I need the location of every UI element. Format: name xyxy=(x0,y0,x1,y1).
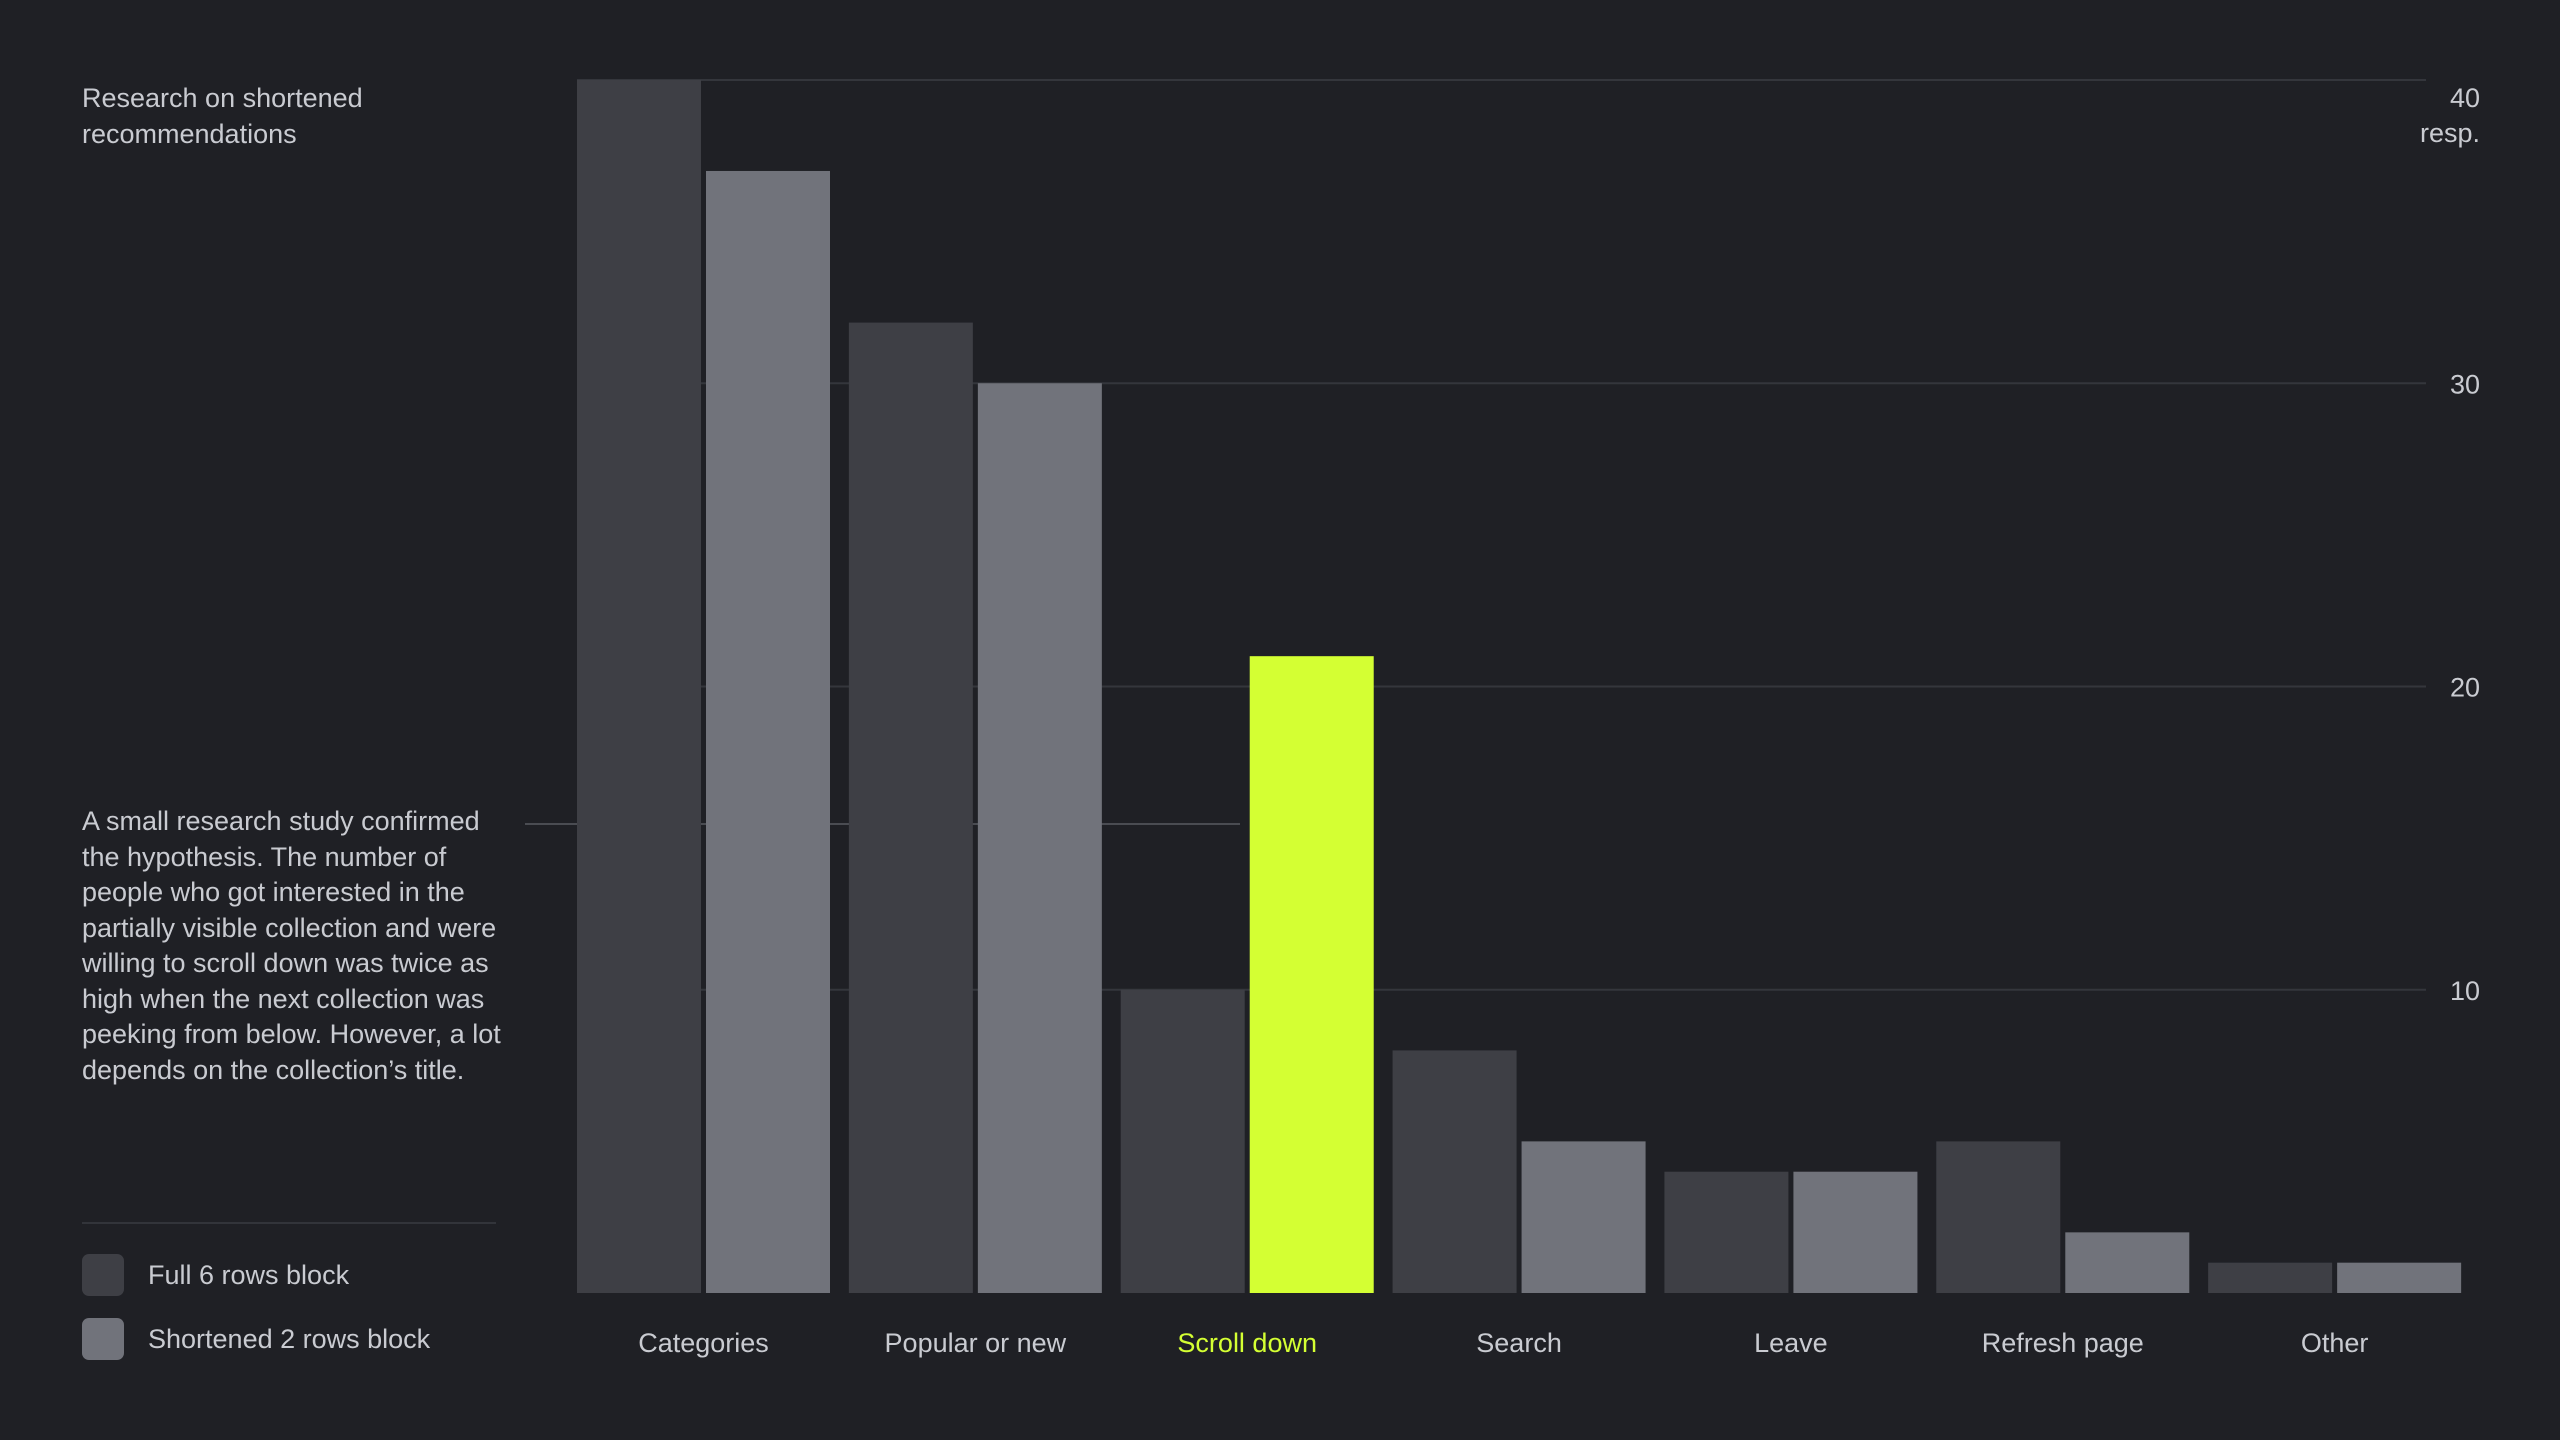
legend-label-full: Full 6 rows block xyxy=(148,1259,350,1290)
bar-shortened-search xyxy=(1521,1141,1646,1293)
x-tick-label-leave: Leave xyxy=(1754,1328,1828,1358)
y-tick-label-40: 40 xyxy=(2450,83,2480,113)
legend: Full 6 rows block Shortened 2 rows block xyxy=(82,1254,430,1382)
y-axis-label: resp. xyxy=(2420,118,2480,148)
y-tick-label-30: 30 xyxy=(2450,369,2480,399)
bar-shortened-popular-or-new xyxy=(977,383,1102,1293)
x-tick-label-refresh-page: Refresh page xyxy=(1982,1328,2144,1358)
x-tick-label-search: Search xyxy=(1476,1328,1562,1358)
x-tick-label-scroll-down: Scroll down xyxy=(1177,1328,1317,1358)
bar-shortened-leave xyxy=(1793,1171,1918,1293)
legend-swatch-shortened xyxy=(82,1318,124,1360)
bar-full-refresh-page xyxy=(1936,1141,2061,1293)
bar-full-scroll-down xyxy=(1120,989,1245,1293)
legend-swatch-full xyxy=(82,1254,124,1296)
legend-item-full: Full 6 rows block xyxy=(82,1254,430,1296)
x-tick-label-popular-or-new: Popular or new xyxy=(885,1328,1067,1358)
bar-full-leave xyxy=(1664,1171,1789,1293)
chart-title: Research on shortened recommendations xyxy=(82,83,363,149)
y-tick-label-20: 20 xyxy=(2450,673,2480,703)
x-tick-label-categories: Categories xyxy=(638,1328,769,1358)
bar-shortened-other xyxy=(2337,1262,2462,1293)
legend-label-shortened: Shortened 2 rows block xyxy=(148,1323,431,1354)
bar-full-categories xyxy=(577,80,701,1293)
legend-divider xyxy=(82,1222,496,1224)
x-tick-label-other: Other xyxy=(2301,1328,2369,1358)
chart-description: A small research study confirmed the hyp… xyxy=(82,806,501,1085)
bar-full-other xyxy=(2208,1262,2333,1293)
bar-shortened-scroll-down xyxy=(1249,656,1374,1293)
legend-item-shortened: Shortened 2 rows block xyxy=(82,1318,430,1360)
bar-full-search xyxy=(1392,1050,1517,1293)
bar-full-popular-or-new xyxy=(848,322,973,1294)
y-tick-label-10: 10 xyxy=(2450,976,2480,1006)
bar-shortened-refresh-page xyxy=(2065,1232,2190,1293)
bar-shortened-categories xyxy=(706,170,830,1294)
